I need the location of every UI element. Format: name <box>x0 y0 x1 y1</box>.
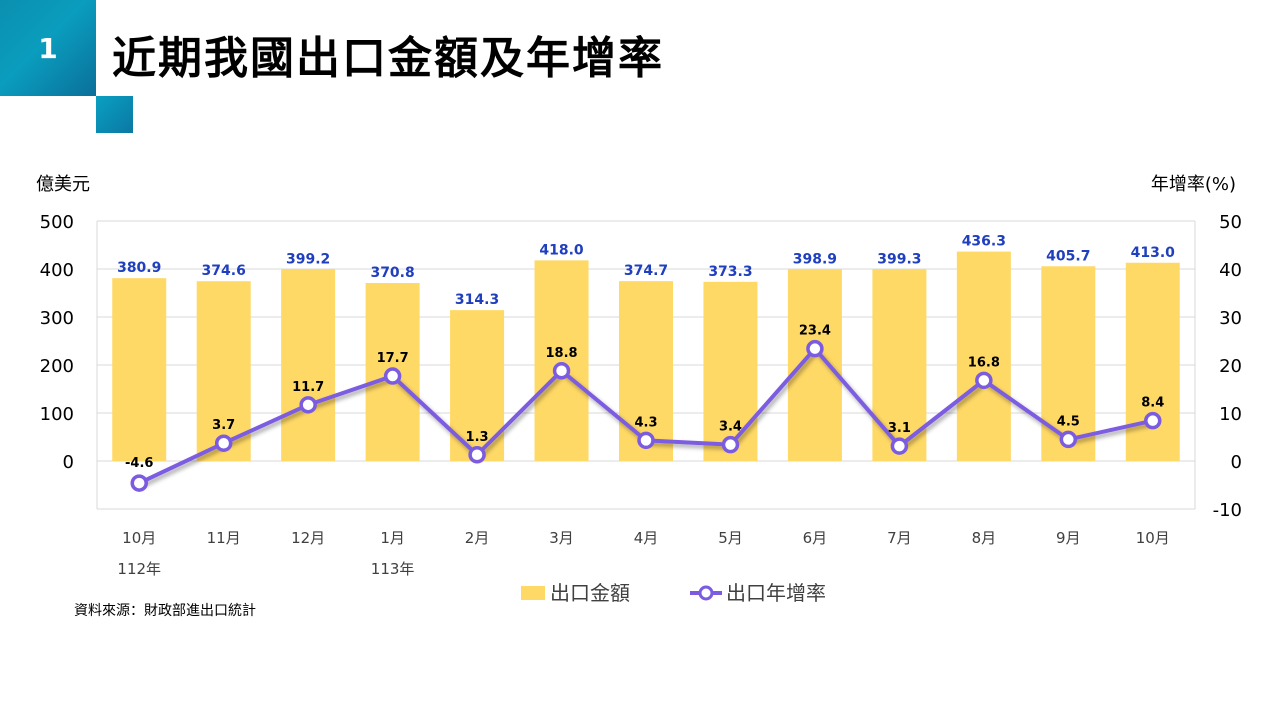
left-axis-tick-label: 200 <box>40 356 74 377</box>
bar-data-label: 418.0 <box>539 242 584 258</box>
x-tick-label: 2月 <box>465 529 490 547</box>
bar-data-label: 374.6 <box>202 263 246 279</box>
left-axis-title: 億美元 <box>36 174 90 195</box>
line-point <box>383 367 402 385</box>
line-data-label: 16.8 <box>968 355 1000 370</box>
legend-bar-swatch <box>521 586 545 600</box>
bar <box>112 278 167 461</box>
line-data-label: 3.1 <box>888 421 911 436</box>
line-data-label: -4.6 <box>125 456 153 471</box>
x-tick-label: 11月 <box>207 529 241 547</box>
left-axis-tick-label: 0 <box>63 452 74 473</box>
x-tick-label: 10月 <box>1136 529 1170 547</box>
right-axis-tick-label: 0 <box>1231 452 1242 473</box>
right-axis-tick-label: 50 <box>1219 212 1242 233</box>
line-point <box>299 396 317 414</box>
left-axis-tick-label: 400 <box>40 260 74 281</box>
bar-data-label: 374.7 <box>624 263 668 279</box>
bar-data-label: 373.3 <box>708 264 752 280</box>
bar <box>196 281 251 461</box>
slide-number: 1 <box>38 31 58 65</box>
right-axis-tick-label: 20 <box>1219 356 1242 377</box>
legend-line-marker <box>698 585 714 601</box>
bar-data-label: 399.3 <box>877 251 921 267</box>
bar-data-label: 405.7 <box>1046 248 1090 264</box>
legend-bar-label: 出口金額 <box>550 581 630 605</box>
right-axis-tick-label: 30 <box>1219 308 1242 329</box>
line-point <box>130 474 148 492</box>
bar-data-label: 413.0 <box>1131 245 1176 261</box>
line-data-label: 1.3 <box>466 430 489 445</box>
badge-accent-square <box>96 96 133 133</box>
right-axis-tick-label: -10 <box>1213 500 1242 521</box>
line-data-label: 23.4 <box>799 324 831 339</box>
line-point <box>1059 430 1078 449</box>
line-data-label: 17.7 <box>377 351 409 366</box>
bar <box>619 281 673 461</box>
line-point <box>806 339 824 358</box>
bar-data-label: 380.9 <box>117 260 161 276</box>
line-data-label: 3.7 <box>212 418 235 433</box>
left-axis-tick-label: 100 <box>40 404 74 425</box>
x-tick-label: 12月 <box>291 529 325 547</box>
right-axis-tick-label: 10 <box>1219 404 1242 425</box>
left-axis-tick-label: 300 <box>40 308 74 329</box>
x-tick-label: 1月 <box>380 529 405 547</box>
x-tick-label: 5月 <box>718 529 743 547</box>
bar-data-label: 370.8 <box>370 265 414 281</box>
legend-line-label: 出口年增率 <box>726 581 826 605</box>
bar-data-label: 314.3 <box>455 292 499 308</box>
bar <box>281 269 336 461</box>
bar-data-label: 398.9 <box>793 252 837 268</box>
x-tick-label: 8月 <box>972 529 997 547</box>
line-data-label: 18.8 <box>545 346 577 361</box>
line-data-label: 8.4 <box>1141 396 1164 411</box>
line-data-label: 4.3 <box>634 415 657 430</box>
line-data-label: 4.5 <box>1057 414 1080 429</box>
line-point <box>721 435 740 454</box>
line-point <box>890 437 909 455</box>
bar <box>787 269 842 461</box>
bar <box>534 260 589 461</box>
bar <box>703 281 758 461</box>
bar <box>956 251 1011 461</box>
bar <box>1125 262 1180 461</box>
x-tick-label: 7月 <box>887 529 912 547</box>
line-point <box>552 362 571 380</box>
bar <box>872 269 927 461</box>
line-point <box>1144 411 1162 430</box>
slide-title: 近期我國出口金額及年增率 <box>112 33 664 84</box>
x-tick-label: 10月 <box>122 529 156 547</box>
bar-data-label: 399.2 <box>286 251 330 267</box>
x-tick-label: 4月 <box>634 529 659 547</box>
line-data-label: 3.4 <box>719 420 742 435</box>
bar-data-label: 436.3 <box>962 234 1006 250</box>
left-axis-tick-label: 500 <box>40 212 74 233</box>
x-tick-label: 9月 <box>1056 529 1081 547</box>
line-point <box>975 371 993 390</box>
right-axis-tick-label: 40 <box>1219 260 1242 281</box>
line-data-label: 11.7 <box>292 380 324 395</box>
line-point <box>214 434 233 452</box>
x-tick-year-label: 112年 <box>117 560 161 578</box>
data-source-note: 資料來源：財政部進出口統計 <box>74 603 256 619</box>
right-axis-title: 年增率(%) <box>1151 174 1236 195</box>
x-tick-year-label: 113年 <box>371 560 415 578</box>
x-tick-label: 3月 <box>549 529 574 547</box>
line-point <box>637 431 655 450</box>
x-tick-label: 6月 <box>803 529 828 547</box>
line-point <box>468 446 486 464</box>
slide-number-badge: 1 <box>0 0 96 96</box>
